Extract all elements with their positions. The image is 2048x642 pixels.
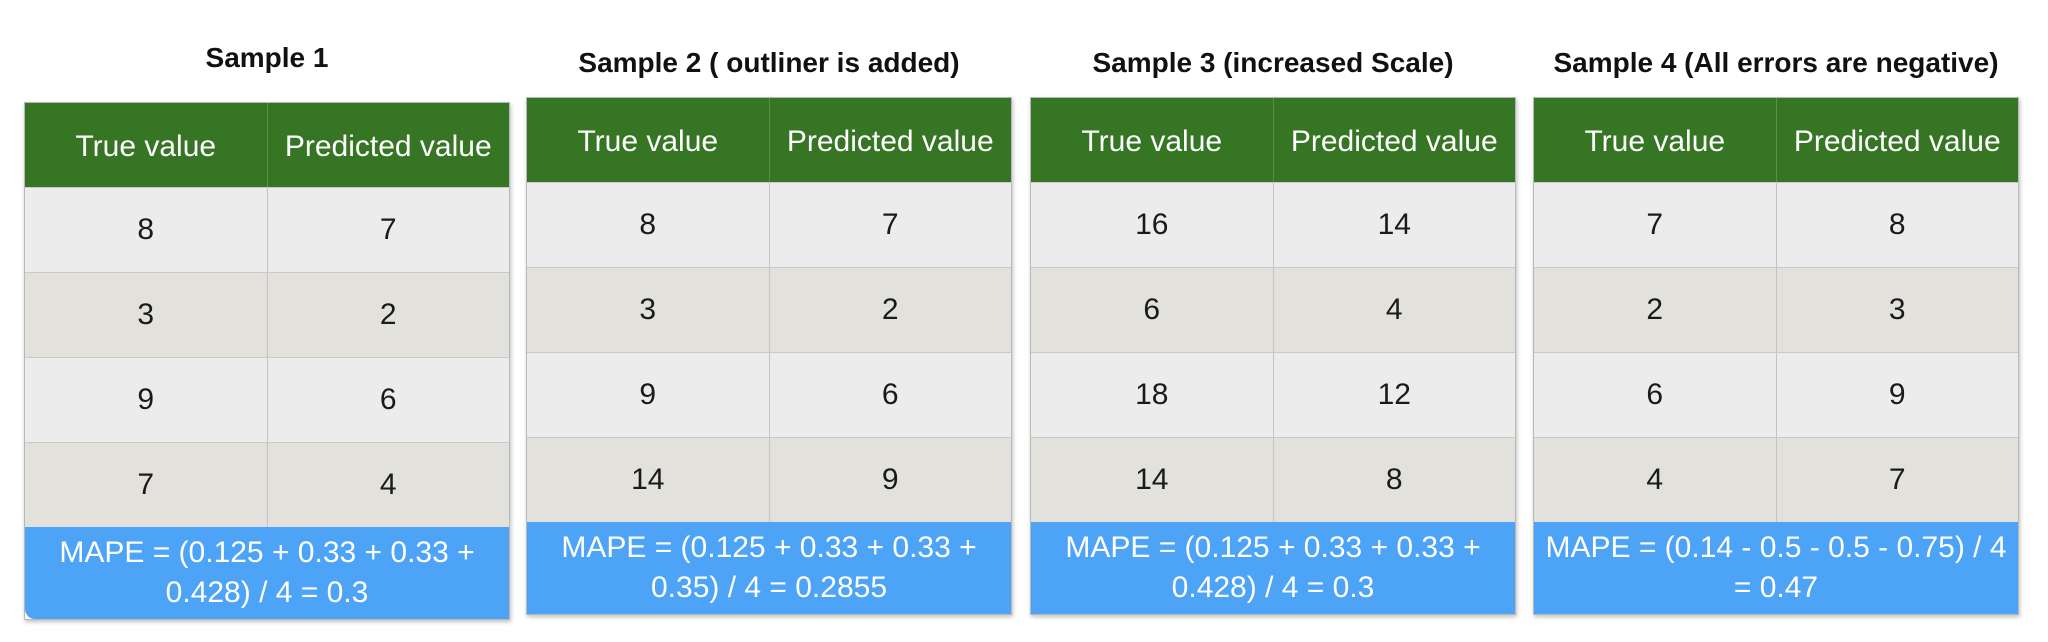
table-cell: 4 (1272, 268, 1515, 352)
table-cell: 9 (527, 353, 769, 437)
table-title: Sample 1 (205, 42, 329, 73)
mape-formula: MAPE = (0.125 + 0.33 + 0.33 + 0.428) / 4… (25, 527, 509, 619)
header-cell: Predicted value (266, 103, 509, 187)
table-cell: 3 (527, 268, 769, 352)
header-cell: Predicted value (1775, 98, 2018, 182)
table-cell: 8 (25, 188, 267, 272)
table-cell: 6 (768, 353, 1011, 437)
table-cell: 2 (1534, 268, 1776, 352)
table-cell: 14 (1272, 183, 1515, 267)
table-cell: 18 (1031, 353, 1273, 437)
table-cell: 6 (1534, 353, 1776, 437)
header-cell: True value (25, 103, 267, 187)
table-cell: 9 (768, 438, 1011, 522)
table-title: Sample 2 ( outliner is added) (578, 47, 960, 78)
table-cell: 4 (266, 443, 509, 527)
table-cell: 7 (266, 188, 509, 272)
mape-formula: MAPE = (0.125 + 0.33 + 0.33 + 0.35) / 4 … (527, 522, 1011, 614)
table-cell: 4 (1534, 438, 1776, 522)
table-row: 18 12 (1031, 352, 1515, 437)
header-cell: True value (527, 98, 769, 182)
table-cell: 3 (1775, 268, 2018, 352)
table-title: Sample 4 (All errors are negative) (1553, 47, 1999, 78)
table-cell: 12 (1272, 353, 1515, 437)
table-row: 14 9 (527, 437, 1011, 522)
table-cell: 9 (1775, 353, 2018, 437)
table-cell: 8 (1775, 183, 2018, 267)
header-cell: Predicted value (1272, 98, 1515, 182)
header-cell: Predicted value (768, 98, 1011, 182)
table: True value Predicted value 8 7 3 2 9 6 7 4 MAPE = … (24, 102, 510, 620)
table-cell: 3 (25, 273, 267, 357)
table-row: 14 8 (1031, 437, 1515, 522)
table-title: Sample 3 (increased Scale) (1092, 47, 1454, 78)
header-cell: True value (1534, 98, 1776, 182)
table-cell: 8 (1272, 438, 1515, 522)
header-row: True value Predicted value (1534, 98, 2018, 182)
mape-formula: MAPE = (0.14 - 0.5 - 0.5 - 0.75) / 4 = 0… (1534, 522, 2018, 614)
table: True value Predicted value 16 14 6 4 18 12 14 8 MA… (1030, 97, 1516, 615)
table: True value Predicted value 7 8 2 3 6 9 4 7 MAPE = … (1533, 97, 2019, 615)
header-row: True value Predicted value (25, 103, 509, 187)
table-cell: 14 (527, 438, 769, 522)
mape-formula: MAPE = (0.125 + 0.33 + 0.33 + 0.428) / 4… (1031, 522, 1515, 614)
table-cell: 8 (527, 183, 769, 267)
table-cell: 9 (25, 358, 267, 442)
table-cell: 7 (1775, 438, 2018, 522)
table: True value Predicted value 8 7 3 2 9 6 14 9 MAPE =… (526, 97, 1012, 615)
header-cell: True value (1031, 98, 1273, 182)
table-cell: 7 (1534, 183, 1776, 267)
header-row: True value Predicted value (527, 98, 1011, 182)
table-cell: 6 (266, 358, 509, 442)
table-cell: 2 (266, 273, 509, 357)
table-cell: 2 (768, 268, 1011, 352)
table-cell: 6 (1031, 268, 1273, 352)
table-row: 16 14 (1031, 182, 1515, 267)
table-cell: 14 (1031, 438, 1273, 522)
table-cell: 16 (1031, 183, 1273, 267)
table-cell: 7 (768, 183, 1011, 267)
header-row: True value Predicted value (1031, 98, 1515, 182)
table-cell: 7 (25, 443, 267, 527)
